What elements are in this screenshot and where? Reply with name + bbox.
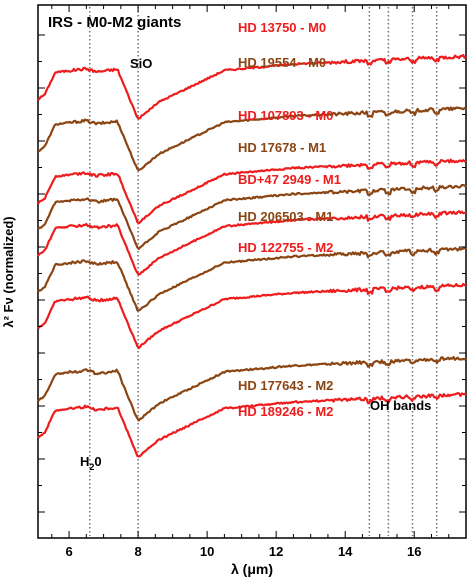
h2o-main: H (80, 454, 89, 469)
series-label-1: HD 19554 - M0 (238, 55, 326, 70)
y-axis-label: λ² Fν (normalized) (1, 216, 16, 327)
series-line-8 (37, 392, 467, 458)
series-line-1 (37, 106, 467, 172)
axis-ticks (38, 5, 467, 538)
series-line-0 (37, 54, 467, 120)
h2o-annotation: H20 (80, 454, 102, 472)
x-tick-label-12: 12 (269, 544, 283, 559)
series-line-2 (37, 158, 467, 225)
series-line-4 (37, 210, 466, 276)
series-lines (37, 54, 467, 458)
series-label-4: BD+47 2949 - M1 (238, 172, 341, 187)
x-tick-label-14: 14 (338, 544, 353, 559)
h2o-tail: 0 (94, 454, 101, 469)
series-label-0: HD 13750 - M0 (238, 20, 326, 35)
x-tick-label-16: 16 (407, 544, 421, 559)
oh-bands-annotation: OH bands (370, 398, 431, 413)
series-label-6: HD 122755 - M2 (238, 240, 333, 255)
series-label-5: HD 206503 - M1 (238, 209, 333, 224)
x-axis-label: λ (μm) (231, 561, 273, 577)
plot-frame (37, 4, 467, 539)
series-line-7 (37, 356, 467, 422)
h2o-subscript: 2 (89, 462, 94, 472)
series-labels: HD 13750 - M0 HD 19554 - M0 HD 107893 - M0… (238, 20, 341, 419)
series-label-3: HD 17678 - M1 (238, 140, 326, 155)
series-label-8: HD 189246 - M2 (238, 404, 333, 419)
series-label-7: HD 177643 - M2 (238, 378, 333, 393)
series-label-2: HD 107893 - M0 (238, 108, 333, 123)
reference-lines (88, 7, 438, 536)
series-line-6 (37, 282, 467, 350)
series-line-3 (37, 183, 467, 250)
sio-annotation: SiO (130, 56, 152, 71)
x-tick-label-8: 8 (134, 544, 141, 559)
chart-title: IRS - M0-M2 giants (48, 14, 181, 31)
series-line-5 (37, 246, 467, 312)
x-tick-labels: 6 8 10 12 14 16 (65, 544, 421, 559)
x-tick-label-6: 6 (65, 544, 72, 559)
x-tick-label-10: 10 (200, 544, 214, 559)
